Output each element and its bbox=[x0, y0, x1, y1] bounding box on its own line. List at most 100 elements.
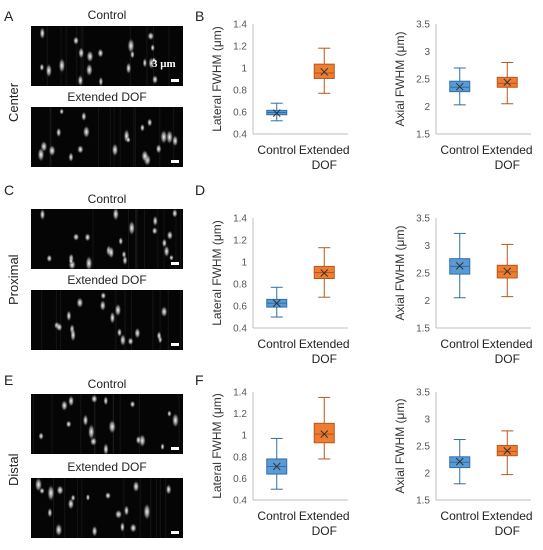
micro-streak bbox=[159, 478, 161, 538]
x-category-label: DOF bbox=[312, 524, 337, 538]
panel-letter-b: B bbox=[195, 8, 205, 24]
scale-bar bbox=[171, 447, 179, 450]
micro-spot bbox=[48, 144, 56, 157]
micro-streak bbox=[60, 290, 62, 350]
micro-image-c-control bbox=[31, 209, 183, 269]
micro-spot bbox=[85, 62, 93, 77]
x-category-label: DOF bbox=[312, 352, 337, 366]
micro-streak bbox=[136, 209, 138, 269]
y-tick-label: 0.8 bbox=[233, 452, 247, 463]
y-tick-label: 1 bbox=[241, 431, 247, 442]
micro-spot bbox=[86, 49, 94, 63]
img-title-e-control: Control bbox=[87, 377, 127, 391]
micro-svg bbox=[39, 209, 182, 269]
micro-streak bbox=[113, 107, 115, 167]
micro-svg bbox=[32, 394, 180, 454]
box-1 bbox=[313, 247, 335, 298]
micro-spot bbox=[68, 257, 74, 265]
panel-letter-a: A bbox=[4, 8, 14, 24]
y-tick-label: 3 bbox=[424, 47, 430, 58]
micro-image-a-control bbox=[31, 26, 183, 86]
y-tick-label: 0.4 bbox=[233, 130, 247, 141]
micro-spot bbox=[146, 117, 153, 128]
micro-spot bbox=[151, 57, 157, 63]
micro-image-c-extended bbox=[31, 290, 183, 350]
micro-spot bbox=[119, 521, 126, 533]
micro-spot bbox=[163, 244, 170, 258]
micro-spot bbox=[100, 291, 107, 300]
y-tick-label: 1.5 bbox=[416, 496, 430, 507]
micro-streak bbox=[94, 394, 96, 454]
micro-spot bbox=[39, 487, 45, 495]
micro-streak bbox=[180, 209, 182, 269]
micro-spot bbox=[97, 48, 104, 59]
micro-spot bbox=[47, 484, 55, 502]
micro-spot bbox=[132, 480, 140, 493]
micro-spot bbox=[167, 410, 172, 418]
img-title-e-extended: Extended DOF bbox=[67, 460, 147, 474]
micro-streak bbox=[55, 290, 57, 350]
micro-streak bbox=[76, 26, 78, 86]
micro-spot bbox=[78, 46, 85, 59]
y-tick-label: 1.4 bbox=[233, 20, 247, 31]
chart-f-lateral: 0.4 0.6 0.8 1 1.2 1.4 Lateral FWHM (μm) Control… bbox=[210, 388, 350, 539]
chart-b-lateral: 0.4 0.6 0.8 1 1.2 1.4 Lateral FWHM (μm) Control… bbox=[210, 20, 350, 173]
micro-spot bbox=[108, 419, 117, 435]
side-label-distal: Distal bbox=[6, 453, 21, 486]
micro-spot bbox=[68, 151, 74, 163]
micro-streak bbox=[139, 478, 141, 538]
mean-marker bbox=[503, 267, 512, 276]
micro-spot bbox=[46, 254, 53, 263]
y-tick-label: 1 bbox=[241, 258, 247, 269]
panel-letter-d: D bbox=[195, 182, 206, 198]
micro-spot bbox=[77, 74, 84, 86]
micro-spot bbox=[91, 525, 98, 538]
y-axis-label: Axial FWHM (μm) bbox=[393, 399, 407, 494]
micro-spot bbox=[58, 57, 66, 74]
micro-spot bbox=[82, 413, 89, 427]
y-tick-label: 1.2 bbox=[233, 409, 247, 420]
x-category-label: Control bbox=[257, 337, 296, 351]
micro-spot bbox=[147, 31, 155, 41]
micro-spot bbox=[143, 502, 151, 521]
x-category-label: Extended bbox=[299, 337, 350, 351]
micro-spot bbox=[81, 111, 87, 122]
y-tick-label: 2.5 bbox=[416, 269, 430, 280]
y-tick-label: 1.5 bbox=[416, 324, 430, 335]
chart-b-axial: 1.5 2 2.5 3 3.5 Axial FWHM (μm) Control Extende… bbox=[393, 20, 533, 173]
micro-spot bbox=[119, 333, 127, 347]
y-tick-label: 0.8 bbox=[233, 280, 247, 291]
micro-spot bbox=[84, 232, 91, 242]
micro-spot bbox=[129, 522, 137, 534]
x-category-label: Extended bbox=[482, 143, 533, 157]
box-1 bbox=[496, 243, 518, 298]
mean-marker bbox=[455, 457, 464, 466]
y-axis-label: Axial FWHM (μm) bbox=[393, 32, 407, 127]
micro-spot bbox=[156, 330, 162, 341]
micro-spot bbox=[160, 442, 165, 451]
mean-marker bbox=[272, 462, 281, 471]
box-1 bbox=[496, 430, 518, 476]
micro-streak bbox=[124, 290, 126, 350]
micro-spot bbox=[66, 309, 72, 322]
micro-spot bbox=[65, 420, 72, 429]
y-tick-label: 1.2 bbox=[233, 236, 247, 247]
micro-streak bbox=[109, 107, 111, 167]
img-title-a-extended: Extended DOF bbox=[67, 90, 147, 104]
y-tick-label: 3.5 bbox=[416, 388, 430, 399]
micro-spot bbox=[67, 394, 75, 408]
micro-streak bbox=[92, 209, 94, 269]
micro-spot bbox=[85, 255, 93, 269]
micro-spot bbox=[116, 327, 123, 338]
micro-spot bbox=[166, 230, 174, 241]
scale-bar bbox=[171, 531, 179, 534]
micro-spot bbox=[122, 255, 128, 266]
micro-spot bbox=[72, 36, 80, 46]
micro-streak bbox=[41, 290, 43, 350]
micro-spot bbox=[165, 483, 172, 496]
x-category-label: DOF bbox=[495, 524, 520, 538]
box-0 bbox=[266, 286, 288, 318]
micro-spot bbox=[98, 76, 104, 86]
micro-streak bbox=[152, 290, 154, 350]
micro-streak bbox=[135, 209, 137, 269]
